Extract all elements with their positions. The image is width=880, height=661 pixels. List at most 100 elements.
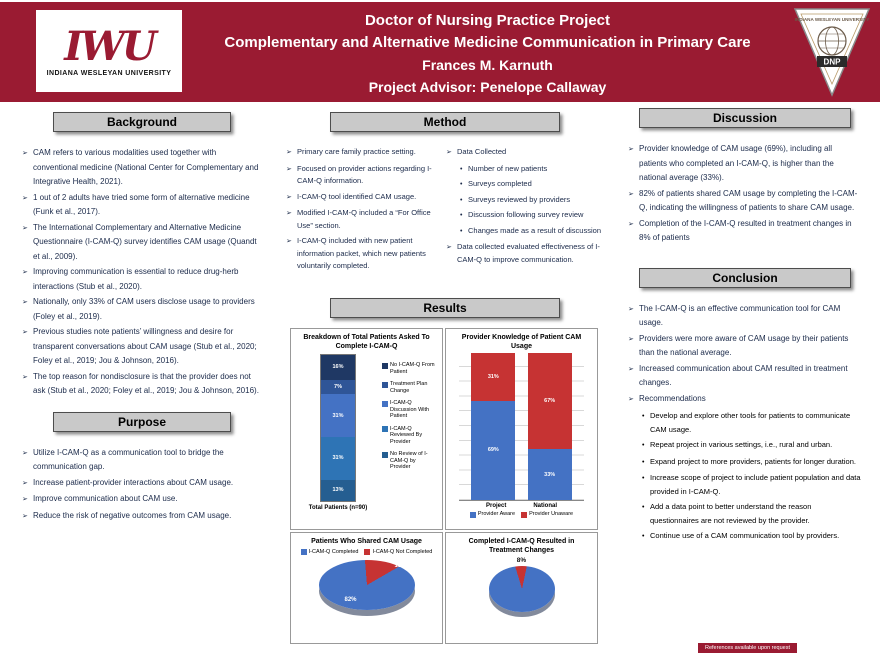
c2-cat-national: National	[533, 503, 557, 509]
bullet-item: • Surveys reviewed by providers	[460, 194, 604, 208]
purpose-bullets: ➢ Utilize I-CAM-Q as a communication tool…	[22, 446, 262, 525]
bullet-marker: ➢	[22, 449, 28, 457]
bullet-text: Reduce the risk of negative outcomes fro…	[33, 510, 232, 520]
bullet-text: Surveys reviewed by providers	[468, 194, 571, 204]
bullet-text: I-CAM-Q included with new patient inform…	[297, 236, 426, 270]
c3-label-not-completed: 18%	[394, 563, 407, 569]
c2-plot: 31% 69% 67% 33%	[459, 353, 584, 501]
bullet-text: Continue use of a CAM communication tool…	[650, 531, 840, 540]
method-header: Method	[330, 112, 560, 132]
chart2-title: Provider Knowledge of Patient CAM Usage	[461, 334, 582, 350]
bullet-marker: ➢	[22, 299, 28, 306]
bullet-text: Primary care family practice setting.	[297, 147, 416, 156]
bullet-marker: ➢	[628, 395, 634, 403]
author-name: Frances M. Karnuth	[422, 57, 553, 73]
bullet-text: Improve communication about CAM use.	[33, 494, 178, 503]
bullet-item: ➢ Nationally, only 33% of CAM users discl…	[22, 295, 262, 324]
bullet-text: I-CAM-Q tool identified CAM usage.	[297, 191, 417, 201]
bullet-marker: ➢	[286, 149, 292, 156]
bar-segment: 16%	[321, 355, 355, 380]
c2-category-labels: Project National	[459, 503, 584, 509]
legend-label: Provider Unaware	[529, 511, 574, 517]
bullet-marker: ➢	[628, 146, 634, 153]
bullet-text: Surveys completed	[468, 179, 532, 188]
bullet-item: ➢ Primary care family practice setting.	[286, 146, 436, 160]
c2-legend: Provider Aware Provider Unaware	[449, 511, 594, 518]
bar-segment: 67%	[527, 353, 572, 450]
c2-cat-project: Project	[485, 503, 507, 509]
c3-pie: 18% 82%	[318, 560, 415, 610]
bullet-item: ➢ Modified I-CAM-Q included a “For Office…	[286, 207, 436, 232]
bullet-marker: ➢	[286, 210, 292, 217]
method-right: ➢ Data Collected • Number of new patients…	[446, 146, 604, 298]
legend-swatch	[469, 511, 476, 518]
bullet-marker: ➢	[22, 224, 28, 232]
bullet-marker: •	[642, 458, 645, 466]
chart-treatment-changes: Completed I-CAM-Q Resulted in Treatment …	[445, 532, 598, 644]
badge-caption: INDIANA WESLEYAN UNIVERSITY	[795, 17, 870, 22]
bullet-marker: ➢	[22, 269, 28, 276]
purpose-header: Purpose	[53, 411, 231, 432]
legend-label: No Review of I-CAM-Q by Provider	[390, 451, 428, 470]
bullet-item: ➢ Improve communication about CAM use.	[22, 492, 262, 508]
bullet-marker: ➢	[22, 479, 28, 487]
bullet-marker: ➢	[446, 244, 452, 251]
bullet-item: ➢ Recommendations	[628, 392, 862, 408]
bullet-item: • Develop and explore other tools for pat…	[642, 409, 862, 436]
bullet-item: ➢ The I-CAM-Q is an effective communicati…	[628, 302, 862, 331]
bullet-marker: •	[460, 196, 463, 204]
bullet-item: ➢ I-CAM-Q tool identified CAM usage.	[286, 191, 436, 205]
bullet-text: Increase scope of project to include pat…	[650, 473, 861, 496]
results-charts: Breakdown of Total Patients Asked To Com…	[290, 328, 600, 644]
legend-item: Provider Aware	[469, 511, 515, 518]
bullet-item: ➢ Utilize I-CAM-Q as a communication tool…	[22, 446, 262, 475]
c1-bar: 16% 7% 31% 31% 13%	[320, 354, 356, 502]
data-collected-label: Data Collected	[457, 147, 507, 156]
bullet-item: • Increase scope of project to include pa…	[642, 471, 862, 498]
bullet-text: The International Complementary and Alte…	[33, 222, 257, 261]
badge-dnp-label: DNP	[824, 58, 842, 67]
bullet-marker: ➢	[446, 149, 452, 156]
method-left-bullets: ➢ Primary care family practice setting. ➢ F…	[286, 146, 436, 298]
chart4-title: Completed I-CAM-Q Resulted in Treatment …	[468, 538, 575, 554]
bullet-text: The top reason for nondisclosure is that…	[33, 371, 259, 396]
bar-segment: 69%	[471, 400, 516, 500]
recommendation-items: • Develop and explore other tools for pat…	[642, 409, 862, 544]
c4-pie	[488, 566, 555, 612]
bar-segment: 31%	[321, 436, 355, 480]
results-title: Results	[423, 301, 467, 315]
c2-col-1: 67% 33%	[527, 353, 572, 500]
bullet-item: ➢ Previous studies note patients’ willing…	[22, 325, 262, 369]
legend-swatch	[382, 381, 388, 388]
bullet-text: Providers were more aware of CAM usage b…	[639, 333, 849, 358]
header-banner: IWU INDIANA WESLEYAN UNIVERSITY Doctor o…	[0, 2, 880, 102]
bullet-item: ➢ Increased communication about CAM resul…	[628, 362, 862, 391]
bullet-text: CAM refers to various modalities used to…	[33, 148, 259, 186]
bullet-marker: ➢	[628, 365, 634, 373]
bullet-marker: ➢	[22, 150, 28, 157]
legend-item: I-CAM-Q Not Completed	[364, 549, 432, 555]
bullet-item: ➢ Provider knowledge of CAM usage (69%), …	[628, 142, 862, 186]
legend-label: Treatment Plan Change	[390, 381, 428, 394]
bar-segment: 13%	[321, 479, 355, 501]
bullet-text: Discussion following survey review	[468, 210, 584, 219]
c1-xlabel: Total Patients (n=90)	[308, 505, 368, 511]
bullet-item: ➢ The International Complementary and Alt…	[22, 221, 262, 265]
bullet-item: ➢ Reduce the risk of negative outcomes fr…	[22, 509, 262, 525]
bullet-text: Focused on provider actions regarding I-…	[297, 163, 432, 186]
bar-segment: 31%	[471, 353, 516, 401]
c1-legend: No I-CAM-Q From Patient Treatment Plan Ch…	[382, 362, 439, 511]
results-header: Results	[330, 298, 560, 318]
bullet-item: • Surveys completed	[460, 178, 604, 192]
method-closing-text: Data collected evaluated effectiveness o…	[457, 242, 600, 264]
iwu-logo: IWU INDIANA WESLEYAN UNIVERSITY	[36, 10, 182, 92]
chart-shared-cam-usage: Patients Who Shared CAM Usage I-CAM-Q Co…	[290, 532, 443, 644]
legend-item: Treatment Plan Change	[382, 381, 437, 394]
bullet-text: Provider knowledge of CAM usage (69%), i…	[639, 144, 834, 182]
references-note: References available upon request	[698, 643, 798, 653]
title-block: Doctor of Nursing Practice Project Compl…	[195, 10, 780, 98]
bullet-marker: ➢	[22, 194, 28, 202]
bullet-marker: ➢	[22, 329, 28, 336]
chart1-body: 16% 7% 31% 31% 13% Total Patients (n=90) No …	[294, 354, 439, 511]
